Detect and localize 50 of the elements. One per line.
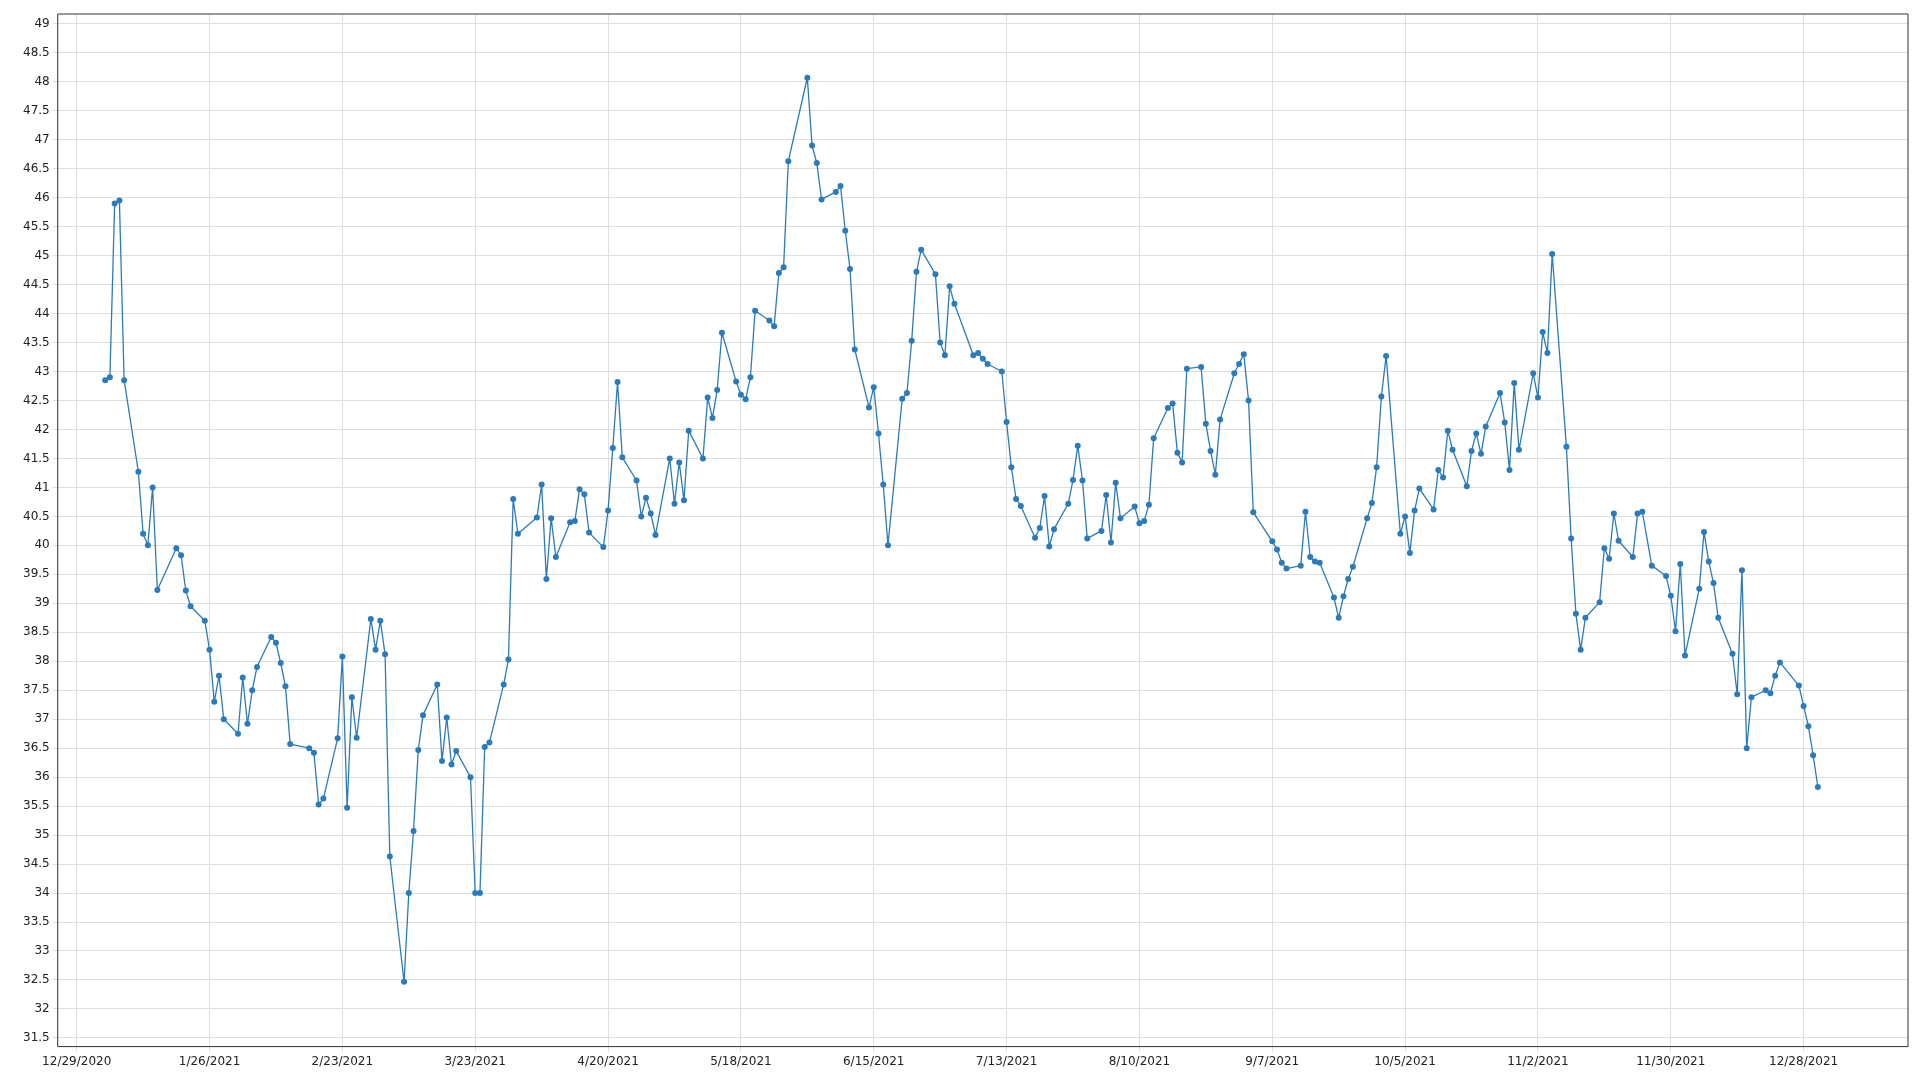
y-tick-label: 37.5: [23, 682, 50, 697]
x-tick-label: 12/28/2021: [1769, 1053, 1839, 1068]
y-tick-label: 48: [34, 73, 50, 88]
y-tick-label: 44: [34, 305, 50, 320]
y-tick-label: 44.5: [23, 276, 50, 291]
x-tick-label: 10/5/2021: [1374, 1053, 1436, 1068]
y-tick-label: 47.5: [23, 102, 50, 117]
y-tick-label: 32: [34, 1001, 50, 1016]
y-tick-label: 33.5: [23, 914, 50, 929]
x-tick-label: 12/29/2020: [42, 1053, 112, 1068]
y-tick-label: 42: [34, 421, 50, 436]
y-tick-label: 32.5: [23, 972, 50, 987]
y-tick-label: 37: [34, 711, 50, 726]
y-tick-label: 46.5: [23, 160, 50, 175]
y-tick-label: 31.5: [23, 1030, 50, 1045]
y-tick-label: 39.5: [23, 566, 50, 581]
y-tick-label: 49: [34, 15, 50, 30]
y-tick-label: 36.5: [23, 740, 50, 755]
y-tick-label: 45.5: [23, 218, 50, 233]
y-tick-label: 34.5: [23, 856, 50, 871]
y-tick-label: 38: [34, 653, 50, 668]
y-tick-label: 36: [34, 769, 50, 784]
y-tick-label: 34: [34, 885, 50, 900]
x-tick-label: 4/20/2021: [577, 1053, 639, 1068]
y-tick-label: 40: [34, 537, 50, 552]
x-tick-label: 1/26/2021: [178, 1053, 241, 1068]
y-tick-label: 43: [34, 363, 50, 378]
x-tick-label: 11/30/2021: [1636, 1053, 1706, 1068]
y-tick-label: 47: [34, 131, 50, 146]
y-tick-label: 35.5: [23, 798, 50, 813]
x-tick-label: 3/23/2021: [444, 1053, 506, 1068]
y-tick-label: 42.5: [23, 392, 50, 407]
y-tick-label: 41.5: [23, 450, 50, 465]
x-tick-label: 11/2/2021: [1507, 1053, 1569, 1068]
x-tick-label: 9/7/2021: [1245, 1053, 1300, 1068]
y-tick-label: 41: [34, 479, 50, 494]
y-tick-label: 40.5: [23, 508, 50, 523]
x-tick-label: 7/13/2021: [975, 1053, 1038, 1068]
x-tick-label: 5/18/2021: [710, 1053, 772, 1068]
x-tick-label: 8/10/2021: [1108, 1053, 1171, 1068]
x-tick-label: 2/23/2021: [311, 1053, 374, 1068]
y-tick-label: 48.5: [23, 44, 50, 59]
y-tick-label: 43.5: [23, 334, 50, 349]
y-tick-label: 39: [34, 595, 50, 610]
y-tick-label: 35: [34, 827, 50, 842]
y-tick-label: 38.5: [23, 624, 50, 639]
x-tick-label: 6/15/2021: [842, 1053, 905, 1068]
y-tick-label: 33: [34, 943, 50, 958]
y-tick-label: 46: [34, 189, 50, 204]
y-tick-label: 45: [34, 247, 50, 262]
